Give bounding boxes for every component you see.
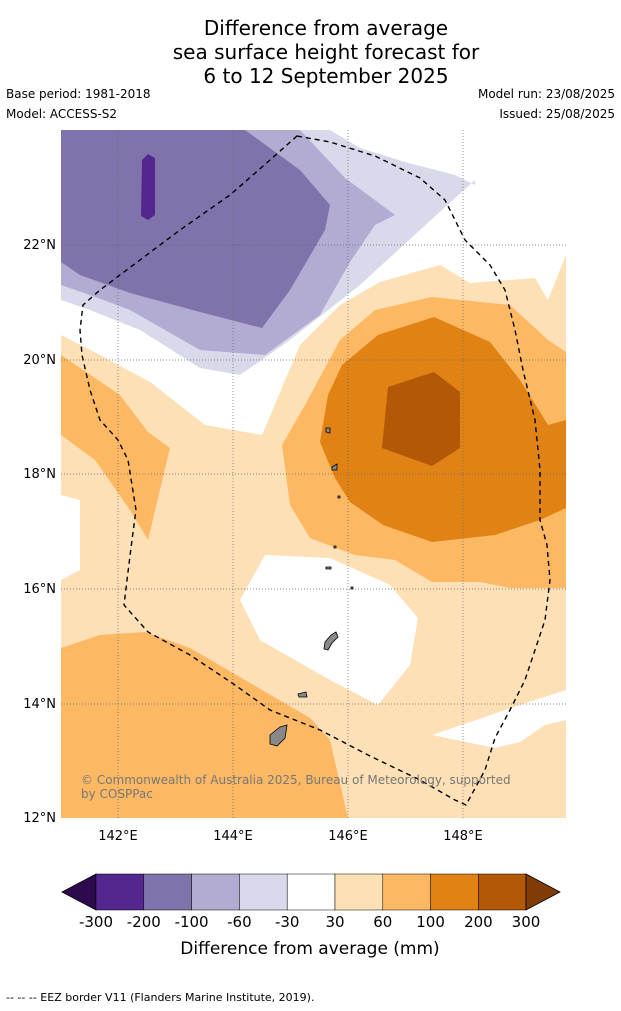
- title-line-2: sea surface height forecast for: [172, 40, 480, 64]
- colorbar-swatch: [382, 873, 431, 911]
- eez-legend-note: -- -- -- EEZ border V11 (Flanders Marine…: [6, 991, 315, 1004]
- issued-label: Issued: 25/08/2025: [499, 107, 615, 121]
- colorbar-tick: -100: [175, 913, 209, 931]
- colorbar-tick: 100: [416, 913, 445, 931]
- contour-neutral-central: [240, 555, 418, 705]
- colorbar-swatch: [286, 873, 336, 911]
- island-northern-2: [331, 463, 338, 471]
- title-line-1: Difference from average: [203, 16, 449, 40]
- colorbar-swatch: [239, 873, 288, 911]
- colorbar-swatch: [430, 873, 479, 911]
- island-guam: [269, 724, 288, 747]
- island-saipan: [323, 631, 339, 651]
- island-northern-1: [325, 427, 331, 434]
- lat-tick: 22°N: [23, 238, 56, 253]
- colorbar-tick: 30: [325, 913, 344, 931]
- contour-60-100-west: [61, 355, 170, 540]
- colorbar-tick: -30: [275, 913, 300, 931]
- island-rota: [297, 691, 308, 698]
- lon-tick: 146°E: [328, 829, 368, 844]
- colorbar-swatch: [143, 873, 192, 911]
- contour-neutral-west: [61, 495, 80, 580]
- colorbar-swatch: [334, 873, 384, 911]
- island-sarigan: [333, 545, 337, 549]
- lat-tick: 18°N: [23, 467, 56, 482]
- island-northern-3: [337, 495, 341, 499]
- lon-tick: 142°E: [98, 829, 138, 844]
- colorbar-tick: -200: [127, 913, 161, 931]
- colorbar-extend-low: [61, 873, 97, 911]
- colorbar-swatch: [191, 873, 240, 911]
- lon-tick: 148°E: [443, 829, 483, 844]
- contour-neg200-neg300: [141, 154, 155, 220]
- lat-tick: 20°N: [23, 353, 56, 368]
- lat-tick: 14°N: [23, 697, 56, 712]
- lat-tick: 16°N: [23, 582, 56, 597]
- colorbar-tick: 300: [512, 913, 541, 931]
- contour-200-300: [382, 372, 460, 466]
- eez-border: [79, 135, 551, 806]
- colorbar-tick: 200: [464, 913, 493, 931]
- map-title: Difference from average sea surface heig…: [0, 16, 621, 88]
- colorbar-tick: -60: [227, 913, 252, 931]
- title-line-3: 6 to 12 September 2025: [203, 64, 449, 88]
- colorbar-extend-high: [525, 873, 561, 911]
- base-period-label: Base period: 1981-2018: [6, 87, 151, 101]
- colorbar-swatch: [95, 873, 145, 911]
- islands: [269, 427, 354, 747]
- model-run-label: Model run: 23/08/2025: [477, 87, 615, 101]
- colorbar-tick: -300: [79, 913, 113, 931]
- graticule: [61, 130, 566, 818]
- anomaly-contours: [61, 130, 566, 818]
- lon-tick: 144°E: [213, 829, 253, 844]
- colorbar-title: Difference from average (mm): [180, 939, 439, 959]
- model-label: Model: ACCESS-S2: [6, 107, 118, 121]
- contour-60-100-southwest: [61, 632, 348, 818]
- map-credit: © Commonwealth of Australia 2025, Bureau…: [81, 773, 511, 801]
- island-farallon: [350, 586, 354, 590]
- island-anatahan: [325, 566, 332, 570]
- lat-tick: 12°N: [23, 811, 56, 826]
- contour-neg100-neg200: [61, 130, 330, 328]
- axis-labels: 142°E 144°E 146°E 148°E 12°N 14°N 16°N 1…: [23, 238, 483, 844]
- colorbar-swatch: [478, 873, 527, 911]
- colorbar: -300 -200 -100 -60 -30 30 60 100 200 300…: [61, 873, 561, 959]
- colorbar-tick: 60: [373, 913, 392, 931]
- contour-neutral-southeast: [432, 690, 566, 748]
